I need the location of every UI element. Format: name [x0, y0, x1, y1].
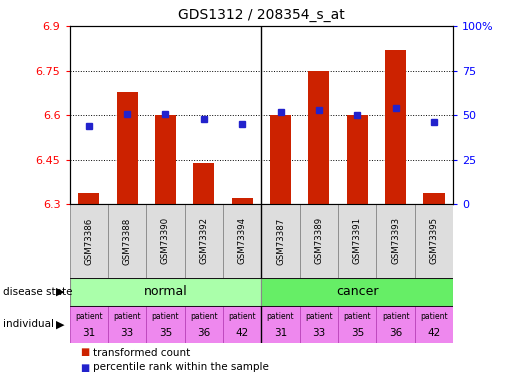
Text: 36: 36 — [389, 328, 402, 338]
Bar — [184, 306, 223, 343]
Bar — [146, 306, 184, 343]
Text: patient: patient — [75, 312, 102, 321]
Bar — [415, 204, 453, 278]
Text: GSM73389: GSM73389 — [315, 217, 323, 264]
Bar — [385, 50, 406, 204]
Title: GDS1312 / 208354_s_at: GDS1312 / 208354_s_at — [178, 9, 345, 22]
Text: GSM73388: GSM73388 — [123, 217, 131, 265]
Text: GSM73395: GSM73395 — [430, 217, 438, 264]
Bar — [270, 116, 291, 204]
Bar — [261, 278, 453, 306]
Text: 42: 42 — [235, 328, 249, 338]
Text: percentile rank within the sample: percentile rank within the sample — [93, 363, 269, 372]
Bar — [193, 163, 214, 204]
Bar — [415, 306, 453, 343]
Bar — [300, 204, 338, 278]
Text: 35: 35 — [159, 328, 172, 338]
Text: patient: patient — [305, 312, 333, 321]
Bar — [423, 192, 444, 204]
Text: patient: patient — [151, 312, 179, 321]
Bar — [223, 306, 261, 343]
Text: patient: patient — [267, 312, 295, 321]
Text: 42: 42 — [427, 328, 441, 338]
Bar — [261, 306, 300, 343]
Text: 31: 31 — [274, 328, 287, 338]
Text: GSM73394: GSM73394 — [238, 217, 247, 264]
Text: GSM73391: GSM73391 — [353, 217, 362, 264]
Text: patient: patient — [420, 312, 448, 321]
Text: GSM73393: GSM73393 — [391, 217, 400, 264]
Bar — [308, 71, 330, 204]
Text: 33: 33 — [312, 328, 325, 338]
Text: ■: ■ — [80, 363, 89, 372]
Bar — [300, 306, 338, 343]
Text: 31: 31 — [82, 328, 95, 338]
Text: ■: ■ — [80, 348, 89, 357]
Text: ▶: ▶ — [56, 320, 64, 329]
Text: 33: 33 — [121, 328, 134, 338]
Bar — [376, 306, 415, 343]
Bar — [108, 306, 146, 343]
Text: patient: patient — [228, 312, 256, 321]
Bar — [223, 204, 261, 278]
Text: GSM73387: GSM73387 — [276, 217, 285, 265]
Text: patient: patient — [190, 312, 218, 321]
Text: cancer: cancer — [336, 285, 379, 298]
Bar — [261, 204, 300, 278]
Bar — [338, 204, 376, 278]
Text: 36: 36 — [197, 328, 211, 338]
Bar — [155, 116, 176, 204]
Bar — [338, 306, 376, 343]
Text: GSM73392: GSM73392 — [199, 217, 208, 264]
Text: transformed count: transformed count — [93, 348, 190, 357]
Text: patient: patient — [382, 312, 409, 321]
Bar — [184, 204, 223, 278]
Bar — [70, 306, 108, 343]
Text: 35: 35 — [351, 328, 364, 338]
Text: patient: patient — [344, 312, 371, 321]
Bar — [347, 116, 368, 204]
Text: individual: individual — [3, 320, 54, 329]
Bar — [376, 204, 415, 278]
Bar — [70, 204, 108, 278]
Bar — [108, 204, 146, 278]
Bar — [116, 92, 138, 204]
Text: disease state: disease state — [3, 286, 72, 297]
Bar — [232, 198, 253, 204]
Text: normal: normal — [144, 285, 187, 298]
Text: patient: patient — [113, 312, 141, 321]
Bar — [70, 278, 261, 306]
Text: ▶: ▶ — [56, 286, 64, 297]
Text: GSM73390: GSM73390 — [161, 217, 170, 264]
Text: GSM73386: GSM73386 — [84, 217, 93, 265]
Bar — [78, 192, 99, 204]
Bar — [146, 204, 184, 278]
